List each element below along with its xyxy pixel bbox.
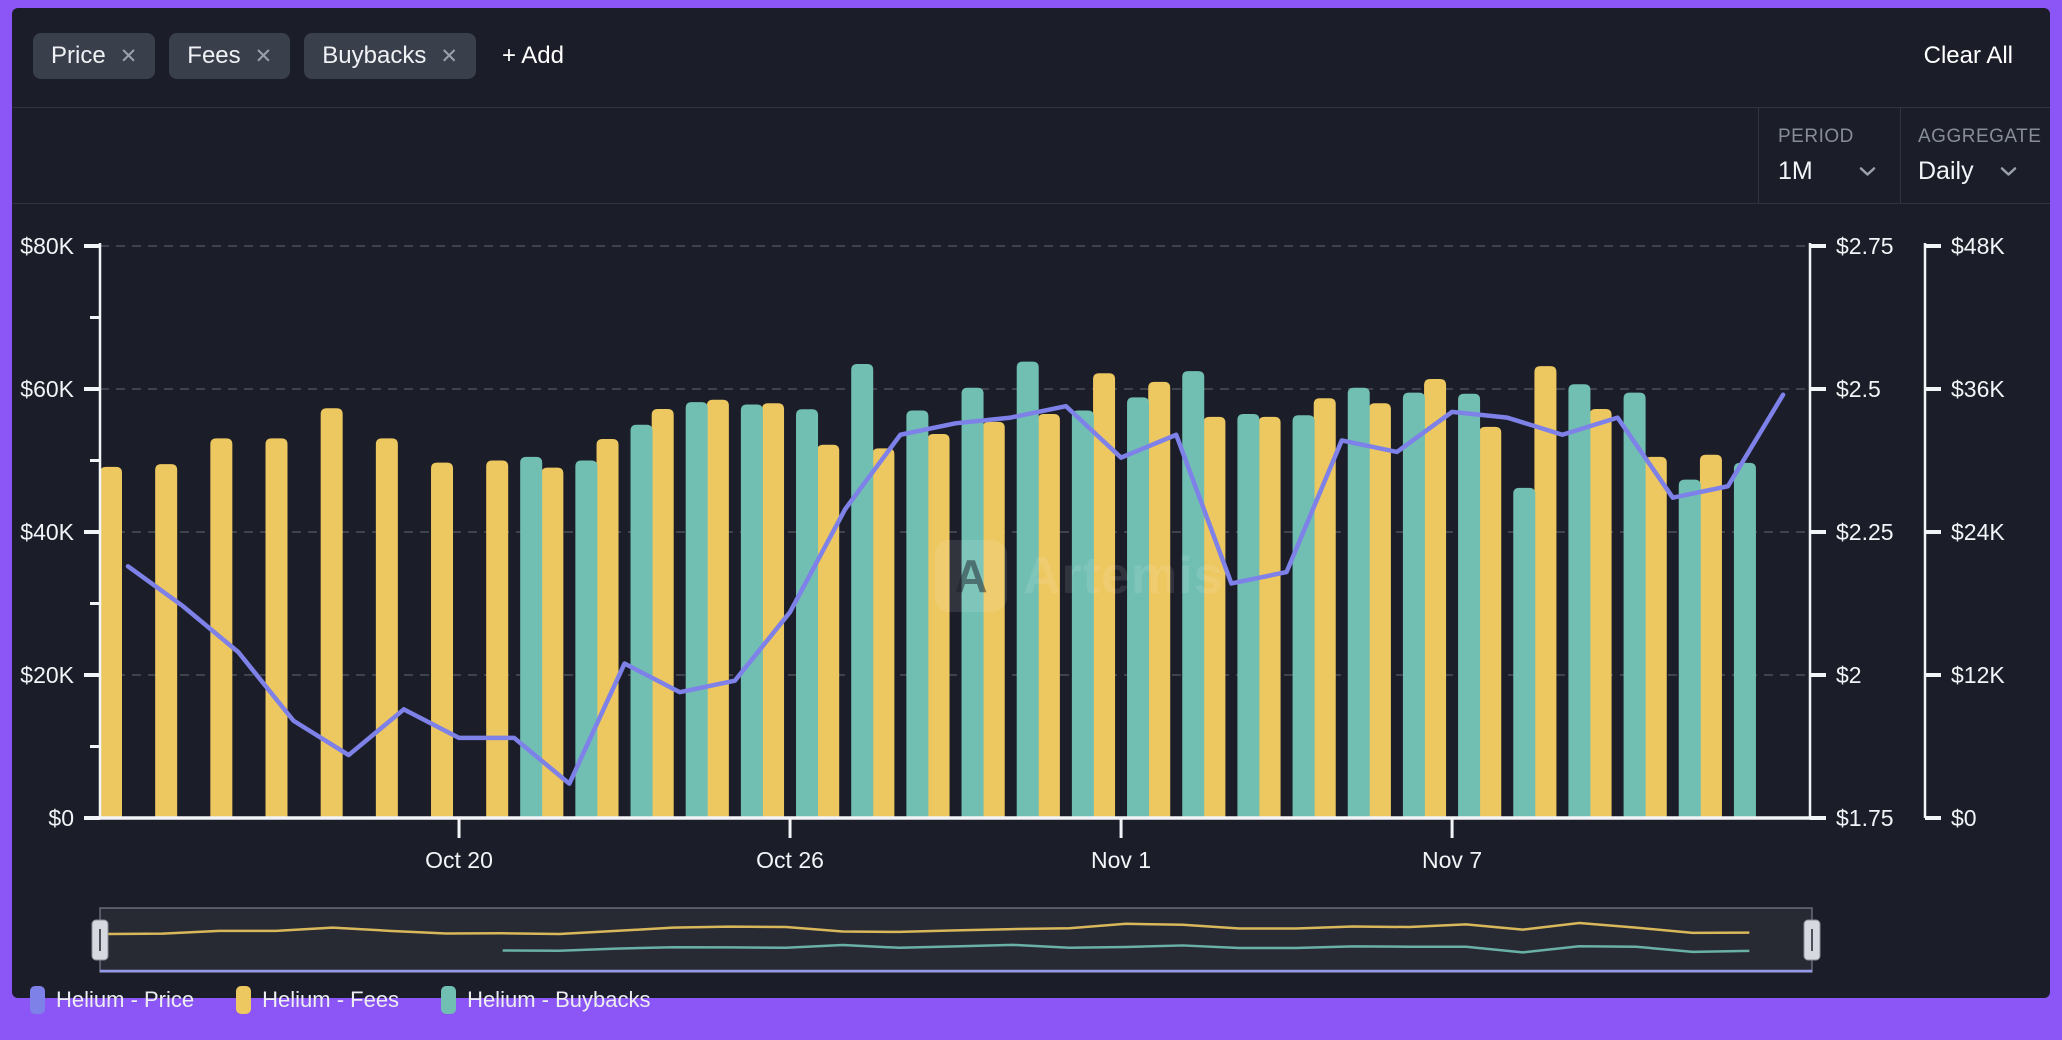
divider [1758,107,1759,203]
navigator-handle-right[interactable] [1803,919,1821,961]
divider [1900,107,1901,203]
x-axis-tick: Nov 1 [1091,847,1151,873]
close-icon[interactable]: ✕ [254,44,273,68]
y-axis-price-tick: $2.75 [1836,233,1894,259]
chevron-down-icon [2000,167,2017,176]
divider [12,203,2050,204]
chart-legend: Helium - Price Helium - Fees Helium - Bu… [30,986,650,1014]
add-metric-button[interactable]: + Add [501,42,564,69]
legend-label: Helium - Fees [262,987,400,1012]
clear-all-button[interactable]: Clear All [1923,42,2013,69]
divider [12,107,2050,108]
y-axis-left-tick: $40K [20,519,74,545]
y-axis-left-tick: $20K [20,662,74,688]
legend-item-buybacks[interactable]: Helium - Buybacks [441,986,650,1014]
aggregate-dropdown[interactable]: AGGREGATE Daily [1918,126,2042,186]
y-axis-price-tick: $2 [1836,662,1862,688]
y-axis-right-tick: $12K [1951,662,2005,688]
filter-chip-buybacks[interactable]: Buybacks ✕ [304,33,476,79]
navigator-handle-left[interactable] [91,919,109,961]
aggregate-value: Daily [1918,157,1974,185]
filter-chip-label: Fees [187,42,241,69]
period-label: PERIOD [1778,126,1854,147]
navigator-track[interactable] [99,907,1813,973]
fees-bars [100,366,1722,818]
y-axis-price-tick: $2.25 [1836,519,1894,545]
chevron-down-icon [1859,167,1876,176]
x-axis-tick: Oct 26 [756,847,824,873]
y-axis-left-tick: $0 [48,805,74,831]
legend-item-price[interactable]: Helium - Price [30,986,194,1014]
navigator-buybacks-sparkline [502,943,1750,954]
x-axis-tick: Oct 20 [425,847,493,873]
close-icon[interactable]: ✕ [119,44,138,68]
close-icon[interactable]: ✕ [440,44,458,68]
filter-chip-label: Price [51,42,106,69]
y-axis-price-tick: $2.5 [1836,376,1881,402]
y-axis-left-tick: $80K [20,233,74,259]
buybacks-bars [520,361,1756,818]
filter-chip-fees[interactable]: Fees ✕ [169,33,291,79]
y-axis-price-tick: $1.75 [1836,805,1894,831]
period-dropdown[interactable]: PERIOD 1M [1778,126,1876,186]
filter-chip-price[interactable]: Price ✕ [33,33,156,79]
aggregate-label: AGGREGATE [1918,126,2042,147]
y-axis-left-tick: $60K [20,376,74,402]
legend-swatch-fees [236,986,252,1014]
filter-chip-label: Buybacks [322,42,427,69]
legend-label: Helium - Price [56,987,195,1012]
legend-label: Helium - Buybacks [467,987,651,1012]
legend-item-fees[interactable]: Helium - Fees [236,986,399,1014]
axes: $80K $60K $40K $20K $0 $2.75 $2.5 $2.25 $2 $1.75 $… [20,233,2005,873]
y-axis-right-tick: $36K [1951,376,2005,402]
period-value: 1M [1778,157,1813,185]
navigator [91,907,1821,973]
legend-swatch-price [30,986,45,1014]
filter-chips-row: Price ✕ Fees ✕ Buybacks ✕ + Add [33,33,564,79]
navigator-fees-sparkline [105,921,1750,936]
legend-swatch-buybacks [441,986,457,1014]
price-line [125,392,1786,786]
y-axis-right-tick: $24K [1951,519,2005,545]
y-axis-right-tick: $0 [1951,805,1977,831]
y-axis-right-tick: $48K [1951,233,2005,259]
x-axis-tick: Nov 7 [1422,847,1482,873]
